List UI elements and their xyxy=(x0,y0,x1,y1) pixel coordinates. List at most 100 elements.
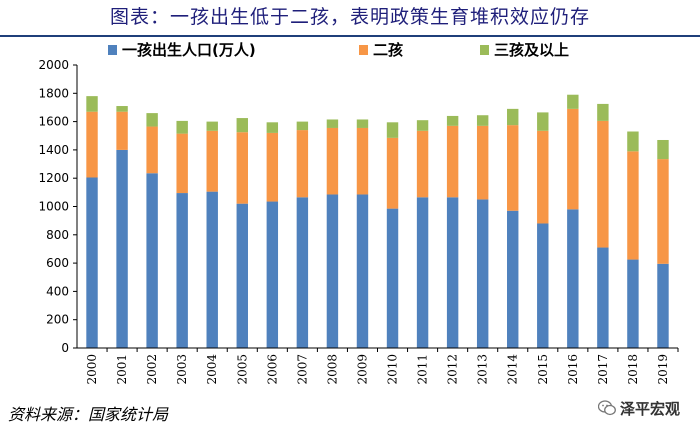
bar-third-plus-2013 xyxy=(476,115,489,126)
bar-first-child-2001 xyxy=(116,149,128,348)
bar-second-child-2005 xyxy=(236,132,248,204)
bar-third-plus-2017 xyxy=(597,103,609,121)
y-tick-label: 2000 xyxy=(38,58,69,72)
bar-second-child-2013 xyxy=(476,125,489,200)
source-note: 资料来源：国家统计局 xyxy=(8,405,169,424)
x-tick-label: 2016 xyxy=(566,354,580,385)
watermark-text: 泽平宏观 xyxy=(620,399,681,418)
x-tick-label: 2006 xyxy=(265,354,279,385)
bar-second-child-2016 xyxy=(567,108,579,210)
bar-third-plus-2007 xyxy=(296,121,309,131)
bar-second-child-2012 xyxy=(446,125,459,198)
bar-first-child-2007 xyxy=(296,197,309,348)
x-tick-label: 2018 xyxy=(626,354,640,385)
bar-third-plus-2003 xyxy=(176,120,188,134)
bar-second-child-2008 xyxy=(326,127,339,195)
bar-second-child-2010 xyxy=(386,137,399,209)
bar-first-child-2003 xyxy=(176,193,188,348)
bar-first-child-2015 xyxy=(537,223,549,348)
bar-third-plus-2000 xyxy=(86,96,98,112)
bar-second-child-2011 xyxy=(416,130,429,198)
x-tick-label: 2010 xyxy=(386,354,400,385)
y-axis: 0 200 400 600 800 1000 1200 1400 1600 1800 2000 xyxy=(38,58,78,355)
bar-second-child-2002 xyxy=(146,126,158,174)
x-tick-label: 2012 xyxy=(446,354,460,385)
x-tick-label: 2007 xyxy=(295,354,309,385)
bar-third-plus-2010 xyxy=(386,122,399,138)
bar-second-child-2015 xyxy=(537,130,549,224)
y-tick-label: 0 xyxy=(61,341,69,355)
bar-third-plus-2004 xyxy=(206,121,218,131)
bar-first-child-2009 xyxy=(356,194,369,348)
legend-label: 三孩及以上 xyxy=(494,41,569,59)
bar-first-child-2010 xyxy=(386,208,399,348)
legend-swatch xyxy=(108,45,117,55)
bar-second-child-2019 xyxy=(657,159,669,264)
bar-second-child-2000 xyxy=(86,111,98,178)
bar-first-child-2018 xyxy=(627,259,639,348)
x-tick-label: 2000 xyxy=(85,354,99,385)
y-tick-label: 1400 xyxy=(38,143,69,157)
bar-second-child-2014 xyxy=(507,125,519,211)
bar-first-child-2000 xyxy=(86,177,98,348)
bar-first-child-2019 xyxy=(657,263,669,348)
bar-second-child-2004 xyxy=(206,130,218,192)
bar-third-plus-2016 xyxy=(567,94,579,109)
bar-first-child-2011 xyxy=(416,197,429,348)
bar-first-child-2004 xyxy=(206,191,218,348)
bar-second-child-2018 xyxy=(627,151,639,260)
bar-second-child-2006 xyxy=(266,132,279,202)
bar-first-child-2008 xyxy=(326,194,339,348)
y-tick-label: 1000 xyxy=(38,200,69,214)
bar-third-plus-2015 xyxy=(537,112,549,131)
x-tick-label: 2004 xyxy=(205,354,219,385)
legend-label: 二孩 xyxy=(373,41,403,59)
legend-label: 一孩出生人口(万人) xyxy=(122,41,256,59)
bar-second-child-2009 xyxy=(356,127,369,195)
x-tick-label: 2015 xyxy=(536,354,550,385)
bar-first-child-2002 xyxy=(146,173,158,348)
x-tick-label: 2013 xyxy=(476,354,490,385)
chart-title: 图表：一孩出生低于二孩，表明政策生育堆积效应仍存 xyxy=(109,6,590,28)
bar-first-child-2005 xyxy=(236,203,248,348)
y-tick-label: 1800 xyxy=(38,86,69,100)
bar-third-plus-2008 xyxy=(326,119,339,128)
x-tick-label: 2019 xyxy=(656,354,670,385)
x-tick-label: 2002 xyxy=(145,354,159,385)
bar-first-child-2017 xyxy=(597,247,609,348)
wechat-icon xyxy=(597,400,616,416)
x-tick-label: 2001 xyxy=(115,354,129,385)
x-tick-label: 2014 xyxy=(506,354,520,385)
x-tick-label: 2005 xyxy=(235,354,249,385)
bar-first-child-2013 xyxy=(476,199,489,348)
x-tick-label: 2003 xyxy=(175,354,189,385)
bar-third-plus-2001 xyxy=(116,106,128,112)
bar-second-child-2003 xyxy=(176,133,188,194)
bar-first-child-2006 xyxy=(266,201,279,348)
bar-second-child-2017 xyxy=(597,120,609,248)
legend-swatch xyxy=(359,45,368,55)
bar-second-child-2007 xyxy=(296,130,309,198)
bar-third-plus-2009 xyxy=(356,119,369,128)
bar-first-child-2012 xyxy=(446,197,459,348)
bar-first-child-2014 xyxy=(507,210,519,348)
x-tick-label: 2009 xyxy=(355,354,369,385)
x-tick-label: 2017 xyxy=(596,354,610,385)
y-tick-label: 800 xyxy=(46,228,69,242)
y-tick-label: 1600 xyxy=(38,115,69,129)
bars xyxy=(86,94,669,348)
stacked-bar-chart: 一孩出生人口(万人) 二孩 三孩及以上 0 200 400 600 800 1000 1200 1… xyxy=(38,41,679,385)
bar-third-plus-2006 xyxy=(266,122,279,133)
bar-second-child-2001 xyxy=(116,111,128,150)
y-tick-label: 200 xyxy=(46,313,69,327)
bar-third-plus-2019 xyxy=(657,139,669,160)
y-tick-label: 400 xyxy=(46,284,69,298)
x-tick-label: 2008 xyxy=(325,354,339,385)
y-tick-label: 1200 xyxy=(38,171,69,185)
x-tick-label: 2011 xyxy=(416,354,430,385)
bar-third-plus-2018 xyxy=(627,131,639,152)
bar-third-plus-2002 xyxy=(146,113,158,127)
x-axis: 2000 2001 2002 2003 2004 2005 2006 2007 2008 2009… xyxy=(77,347,679,385)
title-divider xyxy=(0,35,700,37)
bar-third-plus-2005 xyxy=(236,118,248,133)
